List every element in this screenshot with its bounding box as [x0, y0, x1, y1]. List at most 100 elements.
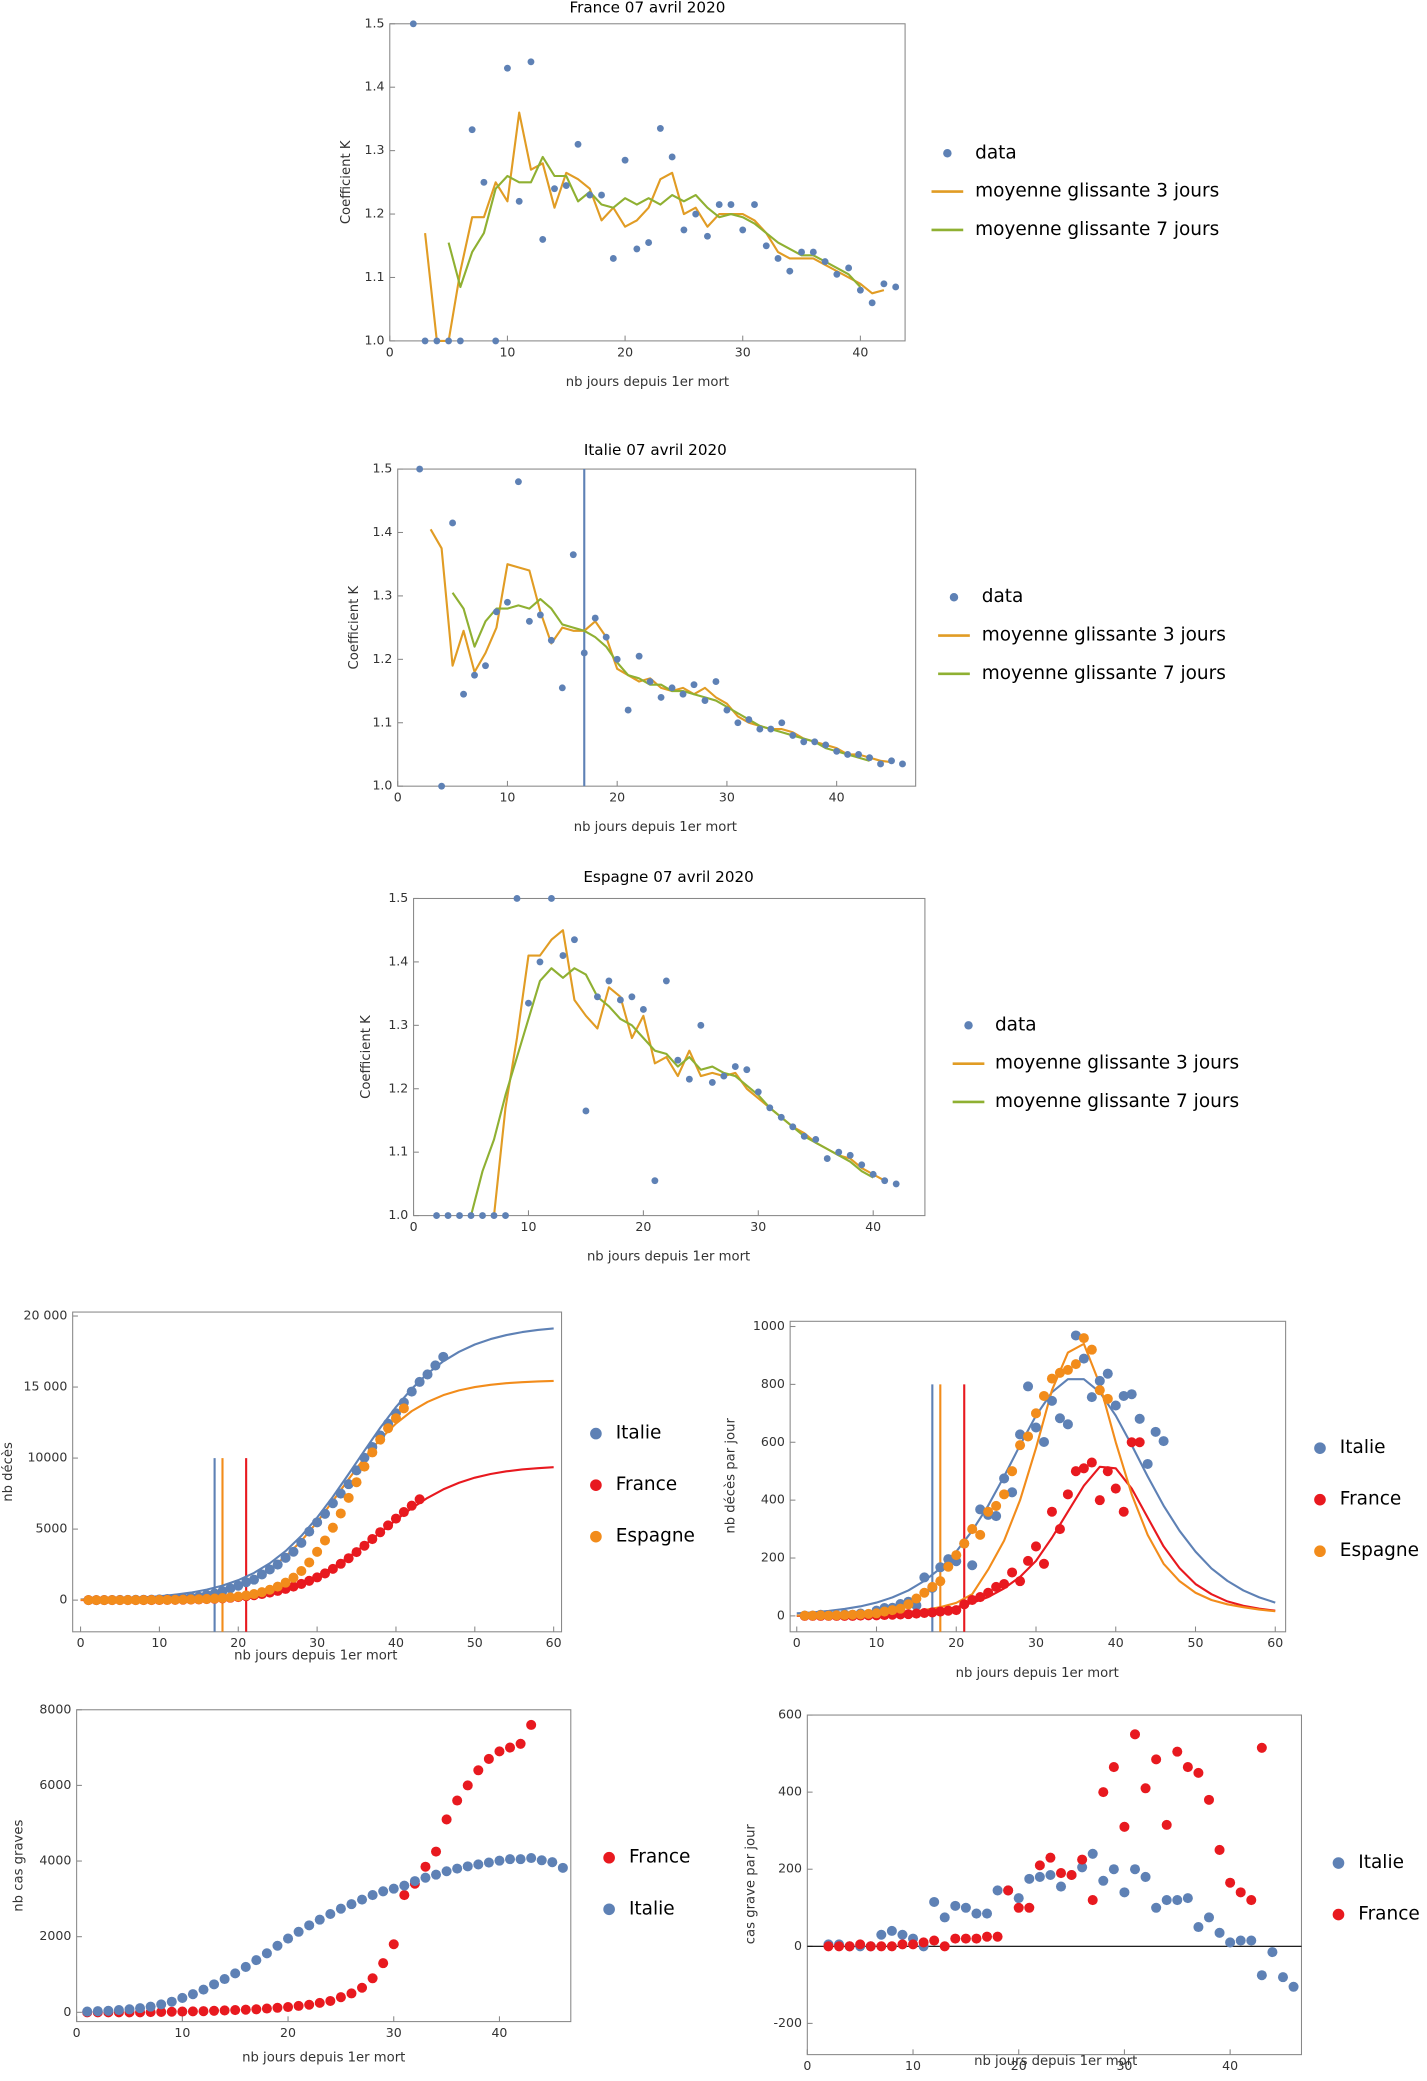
data-point [346, 1988, 357, 1999]
data-point [1094, 1375, 1105, 1386]
data-point [482, 662, 489, 670]
data-point [950, 1933, 961, 1944]
data-point [559, 952, 567, 959]
data-point [1070, 1466, 1081, 1477]
data-point [762, 242, 770, 250]
data-point [314, 1914, 325, 1925]
y-tick-label: 1.2 [388, 1080, 408, 1095]
data-point [657, 693, 665, 701]
y-tick-label: 1.3 [388, 1017, 408, 1032]
data-point [130, 1595, 141, 1606]
data-point [621, 156, 629, 164]
data-point [240, 2004, 251, 2015]
data-point [834, 1941, 845, 1952]
data-point [1203, 1912, 1215, 1923]
data-point [319, 1508, 331, 1519]
legend-swatch [590, 1427, 602, 1440]
data-point [1129, 1864, 1141, 1875]
data-point [919, 1607, 930, 1619]
data-point [233, 1580, 244, 1591]
data-point [858, 1161, 866, 1169]
x-tick-label: 0 [803, 2058, 811, 2073]
data-point [113, 2005, 124, 2016]
data-point [422, 1369, 433, 1380]
data-point [335, 1992, 346, 2003]
data-point [241, 1590, 252, 1601]
data-point [1225, 1937, 1236, 1948]
data-point [283, 1933, 294, 1944]
legend-label: data [982, 586, 1024, 607]
data-point [201, 1593, 212, 1604]
data-point [1034, 1871, 1045, 1882]
data-point [1172, 1746, 1183, 1757]
legend-swatch [943, 149, 952, 158]
y-tick-label: 1.1 [365, 269, 385, 284]
data-point [383, 1520, 394, 1531]
y-tick-label: 2000 [39, 1928, 71, 1943]
data-point [335, 1903, 346, 1914]
data-point [91, 1595, 102, 1606]
plot-frame [413, 897, 926, 1217]
data-point [1030, 1541, 1042, 1552]
data-point [991, 1500, 1002, 1511]
y-tick-label: 400 [778, 1784, 802, 1799]
x-tick-label: 50 [1188, 1635, 1204, 1650]
data-point [1129, 1729, 1141, 1740]
data-point [1098, 1787, 1109, 1798]
data-point [951, 1605, 962, 1616]
data-point [156, 2006, 167, 2017]
data-point [911, 1593, 922, 1604]
data-point [943, 1554, 954, 1565]
data-point [1193, 1922, 1204, 1933]
data-point [156, 1999, 167, 2010]
data-point [605, 977, 613, 985]
data-point [929, 1896, 940, 1908]
legend-label: data [995, 1014, 1037, 1035]
plot-frame [389, 23, 906, 342]
data-point [574, 140, 582, 148]
data-point [892, 1180, 900, 1188]
data-point [839, 1610, 850, 1621]
plot-frame [806, 1714, 1303, 2056]
data-point [712, 678, 720, 685]
data-point [992, 1931, 1003, 1942]
data-point [1062, 1489, 1073, 1500]
data-point [892, 283, 900, 291]
data-point [1158, 1436, 1169, 1447]
data-point [971, 1933, 982, 1944]
data-point [1015, 1429, 1026, 1440]
data-point [527, 58, 535, 66]
data-point [1038, 1436, 1050, 1447]
data-point [241, 1577, 252, 1588]
data-point [1086, 1392, 1097, 1403]
x-tick-label: 30 [1116, 2058, 1132, 2073]
legend-label: France [616, 1474, 677, 1495]
data-point [777, 1113, 785, 1121]
data-point [935, 1576, 946, 1587]
data-point [335, 1508, 346, 1519]
x-tick-label: 20 [948, 1635, 964, 1650]
x-tick-label: 40 [491, 2025, 507, 2040]
data-point [697, 1021, 705, 1029]
x-tick-label: 10 [499, 790, 515, 805]
data-point [526, 1852, 537, 1864]
data-point [800, 1132, 808, 1140]
data-point [635, 652, 643, 660]
data-point [1142, 1458, 1153, 1469]
data-point [452, 1795, 463, 1806]
data-point [433, 1212, 440, 1220]
chart-title: Italie 07 avril 2020 [584, 441, 727, 459]
data-point [1086, 1344, 1097, 1355]
data-point [272, 2002, 283, 2013]
data-point [812, 1136, 820, 1143]
data-point [971, 1908, 982, 1919]
data-point [272, 1940, 283, 1951]
data-point [1054, 1367, 1065, 1378]
x-tick-label: 40 [865, 1219, 881, 1234]
data-point [483, 1857, 494, 1868]
data-point [1118, 1506, 1129, 1517]
data-point [445, 337, 453, 345]
data-point [288, 1581, 299, 1592]
y-axis-label: Coefficient K [347, 585, 362, 669]
data-point [452, 1863, 463, 1874]
